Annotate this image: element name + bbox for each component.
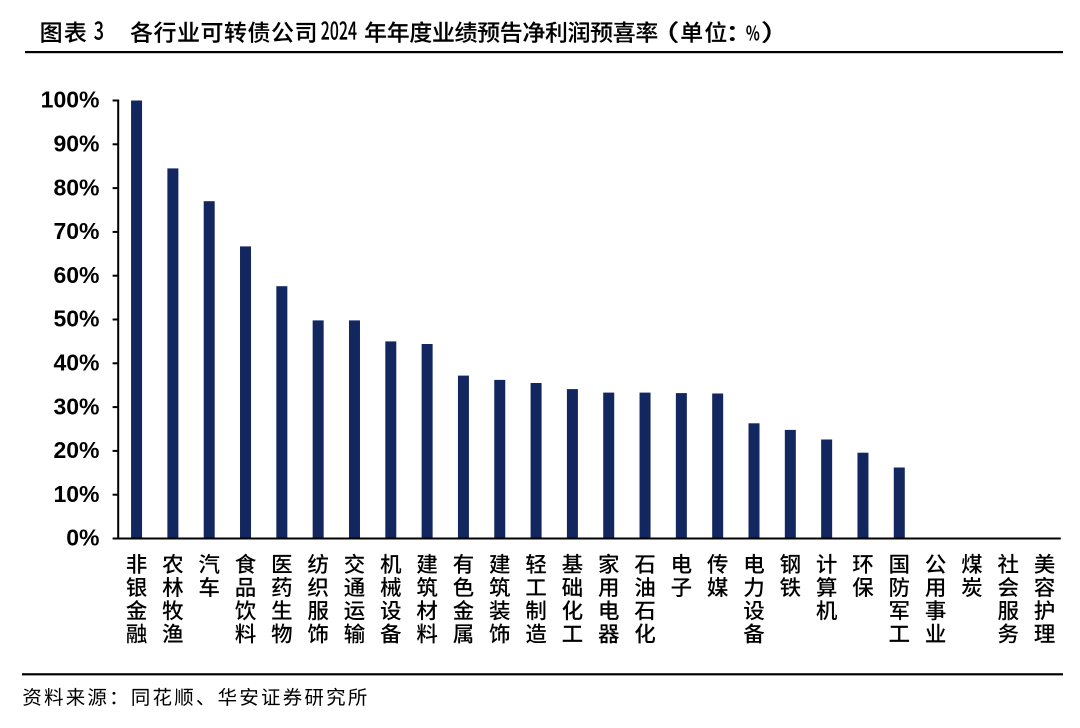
svg-text:60%: 60%: [53, 262, 99, 288]
svg-text:80%: 80%: [53, 174, 99, 200]
svg-text:100%: 100%: [41, 87, 100, 113]
svg-text:20%: 20%: [53, 437, 99, 463]
svg-text:0%: 0%: [66, 525, 99, 551]
svg-text:40%: 40%: [53, 350, 99, 376]
svg-text:30%: 30%: [53, 393, 99, 419]
svg-text:50%: 50%: [53, 306, 99, 332]
svg-text:90%: 90%: [53, 131, 99, 157]
svg-text:10%: 10%: [53, 481, 99, 507]
svg-text:70%: 70%: [53, 218, 99, 244]
